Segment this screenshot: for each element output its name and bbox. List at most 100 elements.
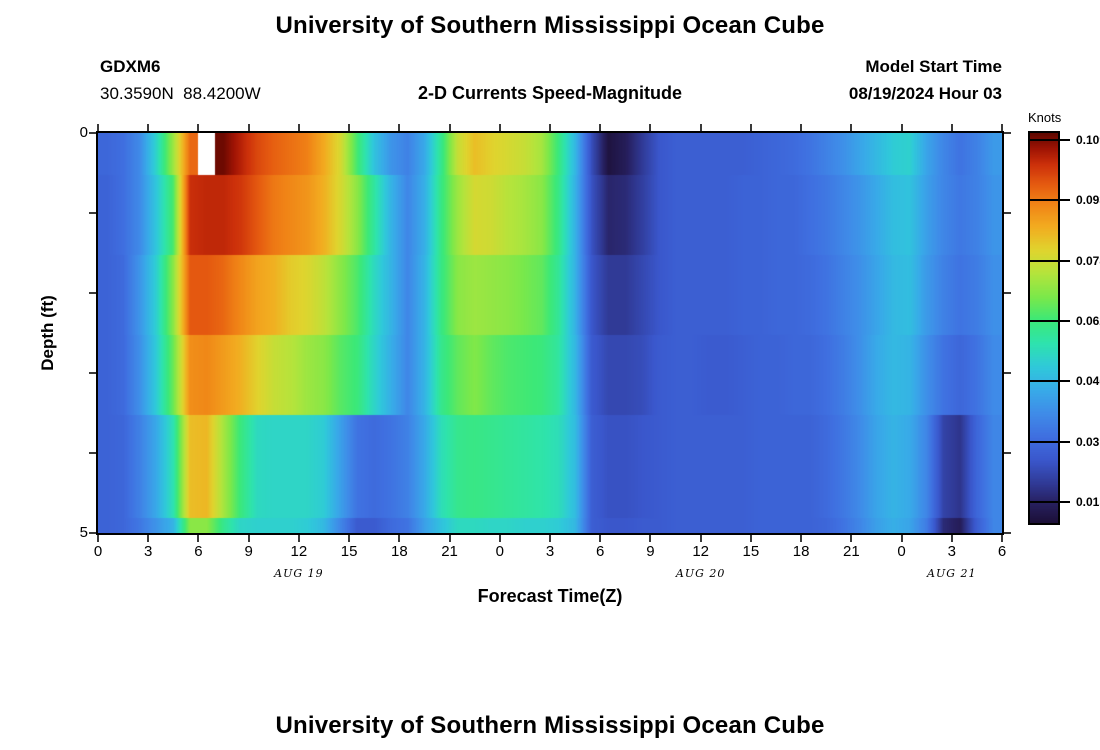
axis-tick bbox=[599, 124, 601, 131]
axis-tick bbox=[248, 124, 250, 131]
colorbar-tick bbox=[1030, 380, 1070, 382]
axis-tick bbox=[700, 535, 702, 542]
axis-tick bbox=[89, 132, 96, 134]
colorbar-units-label: Knots bbox=[1028, 110, 1062, 125]
x-date-label: AUG 20 bbox=[675, 567, 726, 580]
axis-tick bbox=[449, 535, 451, 542]
page-title: University of Southern Mississippi Ocean… bbox=[275, 12, 825, 39]
x-tick-label: 15 bbox=[340, 543, 358, 560]
x-tick-label: 6 bbox=[194, 543, 203, 560]
axis-tick bbox=[1004, 132, 1011, 134]
axis-tick bbox=[549, 535, 551, 542]
axis-tick bbox=[901, 535, 903, 542]
colorbar-tick bbox=[1030, 441, 1070, 443]
axis-tick bbox=[951, 535, 953, 542]
colorbar-frame bbox=[1028, 131, 1060, 525]
axis-tick bbox=[901, 124, 903, 131]
x-axis-title: Forecast Time(Z) bbox=[477, 586, 623, 606]
x-tick-label: 0 bbox=[897, 543, 906, 560]
axis-tick bbox=[298, 535, 300, 542]
axis-tick bbox=[1004, 372, 1011, 374]
x-tick-label: 9 bbox=[646, 543, 655, 560]
colorbar-tick-label: 0.06250 bbox=[1076, 313, 1100, 328]
colorbar-tick bbox=[1030, 199, 1070, 201]
station-id: GDXM6 bbox=[100, 57, 161, 76]
axis-tick bbox=[97, 124, 99, 131]
x-tick-label: 21 bbox=[842, 543, 860, 560]
axis-tick bbox=[499, 124, 501, 131]
x-tick-label: 3 bbox=[947, 543, 956, 560]
model-start-value: 08/19/2024 Hour 03 bbox=[848, 84, 1002, 103]
x-tick-label: 9 bbox=[244, 543, 253, 560]
axis-tick bbox=[197, 124, 199, 131]
axis-tick bbox=[449, 124, 451, 131]
axis-tick bbox=[599, 535, 601, 542]
axis-tick bbox=[197, 535, 199, 542]
axis-tick bbox=[248, 535, 250, 542]
axis-tick bbox=[89, 532, 96, 534]
x-tick-label: 3 bbox=[144, 543, 153, 560]
colorbar-tick bbox=[1030, 320, 1070, 322]
axis-tick bbox=[850, 535, 852, 542]
axis-tick bbox=[298, 124, 300, 131]
axis-tick bbox=[750, 124, 752, 131]
axis-tick bbox=[750, 535, 752, 542]
colorbar-tick-label: 0.07812 bbox=[1076, 253, 1100, 268]
axis-tick bbox=[348, 124, 350, 131]
colorbar-tick-label: 0.10937 bbox=[1076, 132, 1100, 147]
x-date-label: AUG 19 bbox=[274, 567, 324, 580]
colorbar-tick bbox=[1030, 260, 1070, 262]
axis-tick bbox=[89, 452, 96, 454]
axis-tick bbox=[398, 124, 400, 131]
station-coordinates: 30.3590N 88.4200W bbox=[100, 84, 261, 103]
colorbar-tick-label: 0.01562 bbox=[1076, 494, 1100, 509]
axis-tick bbox=[800, 535, 802, 542]
y-tick-label-0: 0 bbox=[79, 124, 88, 141]
x-tick-label: 0 bbox=[93, 543, 103, 560]
axis-tick bbox=[1004, 452, 1011, 454]
colorbar-tick-label: 0.04687 bbox=[1076, 374, 1100, 389]
axis-tick bbox=[649, 535, 651, 542]
axis-tick bbox=[89, 292, 96, 294]
x-tick-label: 0 bbox=[495, 543, 504, 560]
axis-tick bbox=[398, 535, 400, 542]
axis-tick bbox=[951, 124, 953, 131]
x-date-label: AUG 21 bbox=[927, 567, 977, 580]
axis-tick bbox=[649, 124, 651, 131]
axis-tick bbox=[1001, 124, 1003, 131]
x-tick-label: 12 bbox=[290, 543, 308, 560]
x-tick-label: 6 bbox=[596, 543, 605, 560]
axis-tick bbox=[800, 124, 802, 131]
x-tick-label: 3 bbox=[545, 543, 555, 560]
x-tick-label: 18 bbox=[390, 543, 408, 560]
axis-tick bbox=[549, 124, 551, 131]
plot-frame bbox=[96, 131, 1004, 535]
axis-tick bbox=[147, 535, 149, 542]
axis-tick bbox=[89, 212, 96, 214]
next-panel-title: University of Southern Mississippi Ocean… bbox=[275, 712, 825, 739]
y-tick-label-5: 5 bbox=[79, 524, 88, 541]
axis-tick bbox=[850, 124, 852, 131]
x-tick-label: 18 bbox=[792, 543, 810, 560]
axis-tick bbox=[348, 535, 350, 542]
axis-tick bbox=[700, 124, 702, 131]
colorbar-canvas bbox=[1030, 133, 1058, 523]
axis-tick bbox=[1004, 532, 1011, 534]
axis-tick bbox=[89, 372, 96, 374]
x-tick-label: 6 bbox=[997, 543, 1007, 560]
axis-tick bbox=[147, 124, 149, 131]
axis-tick bbox=[97, 535, 99, 542]
axis-tick bbox=[1004, 292, 1011, 294]
colorbar-tick-label: 0.03125 bbox=[1076, 434, 1100, 449]
axis-tick bbox=[1001, 535, 1003, 542]
colorbar-tick bbox=[1030, 501, 1070, 503]
x-tick-label: 12 bbox=[692, 543, 709, 560]
colorbar-tick-label: 0.09375 bbox=[1076, 193, 1100, 208]
x-tick-label: 15 bbox=[742, 543, 760, 560]
x-tick-label: 21 bbox=[441, 543, 458, 560]
y-axis-title: Depth (ft) bbox=[37, 295, 57, 371]
axis-tick bbox=[499, 535, 501, 542]
model-start-label: Model Start Time bbox=[865, 57, 1002, 76]
axis-tick bbox=[1004, 212, 1011, 214]
